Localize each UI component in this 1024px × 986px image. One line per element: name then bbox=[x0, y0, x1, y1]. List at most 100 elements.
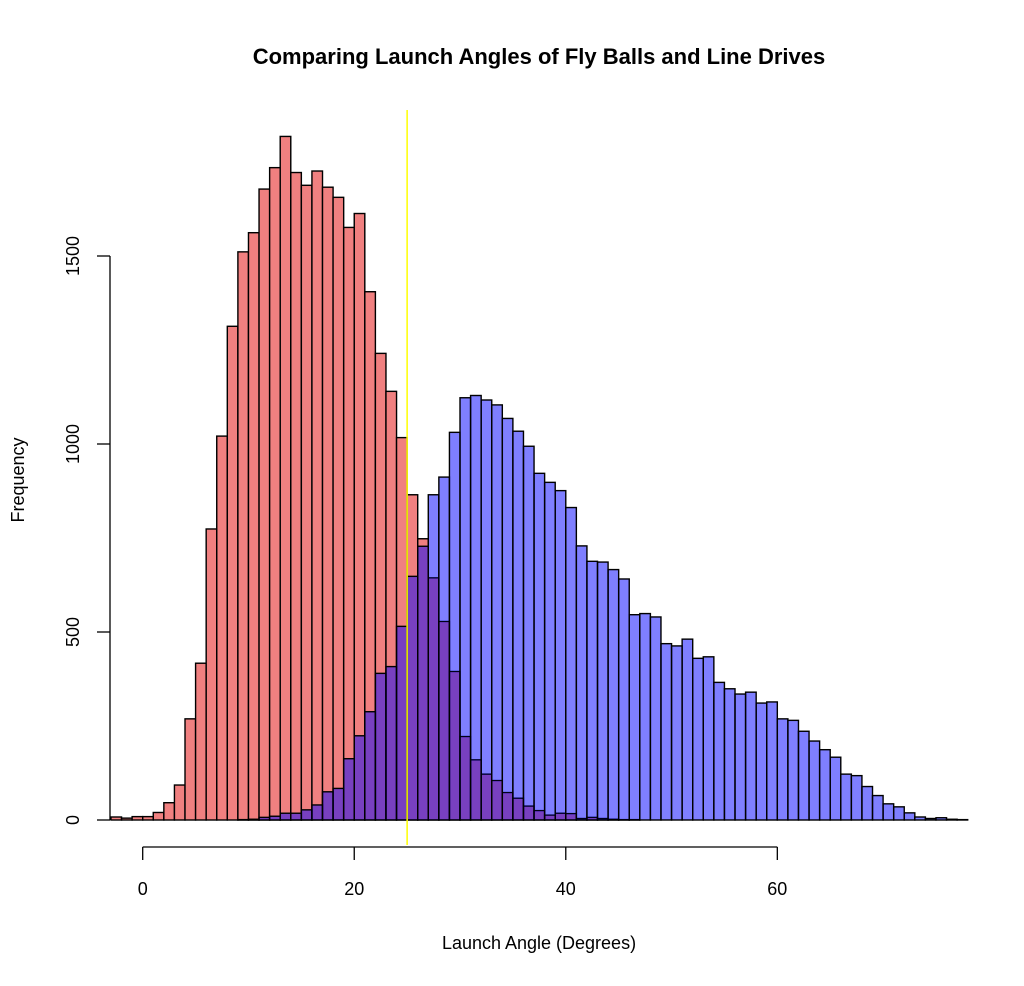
line-drives-bar bbox=[321, 186, 334, 821]
fly-balls-bars bbox=[110, 136, 969, 821]
fly-balls-bar bbox=[565, 506, 578, 821]
fly-balls-bar bbox=[438, 476, 451, 821]
x-axis: 0 20 40 60 bbox=[138, 846, 787, 899]
fly-balls-bar bbox=[586, 560, 599, 821]
fly-balls-bar bbox=[385, 665, 398, 821]
line-drives-bar bbox=[342, 226, 355, 821]
fly-balls-bar bbox=[427, 494, 440, 821]
fly-balls-bar bbox=[617, 578, 630, 821]
fly-balls-bar bbox=[702, 656, 715, 821]
fly-balls-bar bbox=[512, 430, 525, 821]
fly-balls-bar bbox=[395, 625, 408, 821]
fly-balls-bar bbox=[417, 545, 429, 821]
line-drives-bar bbox=[311, 170, 324, 821]
fly-balls-bar bbox=[332, 787, 345, 821]
fly-balls-bar bbox=[871, 794, 884, 821]
fly-balls-bar bbox=[342, 758, 355, 821]
y-tick-label: 0 bbox=[63, 815, 83, 825]
line-drives-bar bbox=[332, 196, 345, 821]
y-axis-label: Frequency bbox=[8, 437, 28, 522]
fly-balls-bar bbox=[818, 748, 831, 821]
fly-balls-bar bbox=[501, 417, 514, 821]
fly-balls-bar bbox=[639, 612, 652, 821]
fly-balls-bar bbox=[670, 645, 683, 821]
line-drives-bar bbox=[237, 251, 250, 821]
line-drives-bar bbox=[300, 184, 313, 821]
fly-balls-bar bbox=[861, 785, 874, 821]
line-drives-bar bbox=[152, 811, 165, 821]
fly-balls-bar bbox=[755, 702, 768, 821]
fly-balls-bar bbox=[914, 816, 927, 821]
line-drives-bar bbox=[110, 816, 123, 821]
fly-balls-bar bbox=[575, 545, 588, 821]
line-drives-bar bbox=[353, 212, 366, 821]
line-drives-bar bbox=[290, 171, 303, 821]
line-drives-bar bbox=[131, 815, 144, 821]
line-drives-bar bbox=[268, 166, 281, 821]
fly-balls-bar bbox=[469, 394, 482, 821]
fly-balls-bar bbox=[374, 672, 387, 821]
fly-balls-bar bbox=[935, 817, 948, 821]
x-axis-label: Launch Angle (Degrees) bbox=[442, 933, 636, 953]
fly-balls-bar bbox=[607, 568, 620, 821]
chart-title: Comparing Launch Angles of Fly Balls and… bbox=[253, 44, 826, 69]
fly-balls-bar bbox=[480, 399, 493, 821]
fly-balls-bar bbox=[543, 481, 556, 821]
y-axis: 0 500 1000 1500 bbox=[63, 236, 111, 825]
fly-balls-bar bbox=[681, 638, 694, 821]
fly-balls-bar bbox=[776, 718, 789, 821]
line-drives-bar bbox=[194, 662, 207, 821]
fly-balls-bar bbox=[628, 614, 641, 821]
fly-balls-bar bbox=[596, 561, 609, 821]
fly-balls-bar bbox=[522, 445, 535, 821]
fly-balls-bar bbox=[406, 575, 419, 821]
fly-balls-bar bbox=[692, 657, 704, 821]
fly-balls-bar bbox=[268, 815, 281, 821]
line-drives-bar-outline bbox=[565, 813, 577, 821]
fly-balls-bar bbox=[290, 812, 303, 821]
fly-balls-bar bbox=[766, 701, 779, 821]
fly-balls-bar bbox=[744, 691, 757, 821]
fly-balls-bar bbox=[903, 812, 916, 821]
line-drives-bar bbox=[184, 718, 197, 821]
fly-balls-bar bbox=[882, 803, 895, 821]
x-tick-label: 20 bbox=[344, 879, 364, 899]
fly-balls-bar bbox=[364, 711, 377, 821]
fly-balls-bar bbox=[459, 397, 472, 821]
line-drives-bar bbox=[163, 802, 176, 821]
fly-balls-bar bbox=[448, 431, 461, 821]
line-drives-bar bbox=[173, 784, 186, 821]
fly-balls-bar bbox=[279, 812, 292, 821]
x-tick-label: 40 bbox=[556, 879, 576, 899]
fly-balls-bar bbox=[829, 756, 842, 821]
fly-balls-bar bbox=[300, 809, 313, 821]
fly-balls-bar bbox=[787, 719, 800, 821]
fly-balls-bar bbox=[734, 693, 747, 821]
y-tick-label: 1000 bbox=[63, 424, 83, 464]
x-tick-label: 60 bbox=[767, 879, 787, 899]
fly-balls-bar bbox=[850, 774, 863, 821]
line-drives-bar bbox=[226, 325, 239, 821]
fly-balls-bar bbox=[321, 791, 334, 821]
fly-balls-bar bbox=[554, 489, 567, 821]
line-drives-bar bbox=[279, 135, 292, 821]
fly-balls-bar bbox=[533, 472, 546, 821]
fly-balls-bar bbox=[353, 735, 366, 821]
line-drives-bar bbox=[247, 231, 260, 821]
y-tick-label: 1500 bbox=[63, 236, 83, 276]
line-drives-bar bbox=[205, 528, 218, 821]
fly-balls-bar bbox=[797, 730, 810, 821]
line-drives-bar-outline bbox=[607, 818, 620, 821]
line-drives-bar bbox=[258, 188, 271, 821]
fly-balls-bar bbox=[945, 818, 958, 821]
fly-balls-bar bbox=[892, 806, 905, 821]
fly-balls-bar bbox=[808, 740, 821, 821]
fly-balls-bar bbox=[660, 642, 673, 821]
fly-balls-bar bbox=[723, 688, 736, 821]
fly-balls-bar bbox=[649, 616, 662, 821]
fly-balls-bar bbox=[713, 681, 726, 821]
fly-balls-bar bbox=[491, 404, 504, 821]
fly-balls-bar bbox=[840, 773, 853, 821]
line-drives-bar bbox=[141, 815, 154, 821]
